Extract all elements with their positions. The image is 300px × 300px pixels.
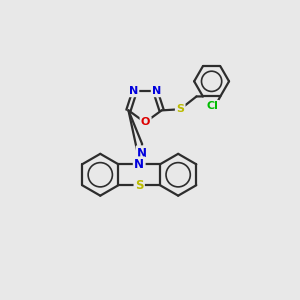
Text: N: N [134, 158, 144, 171]
Text: S: S [135, 179, 143, 192]
Text: S: S [176, 104, 184, 114]
Text: N: N [137, 147, 147, 160]
Text: O: O [141, 117, 150, 128]
Text: N: N [152, 86, 161, 96]
Text: N: N [129, 86, 138, 96]
Text: Cl: Cl [207, 101, 219, 111]
